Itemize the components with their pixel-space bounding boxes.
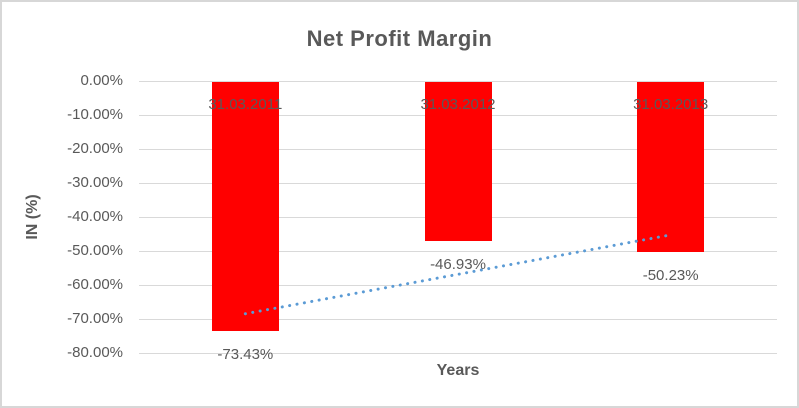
y-tick-label: -60.00% <box>67 276 123 293</box>
y-tick-label: -30.00% <box>67 174 123 191</box>
chart-title: Net Profit Margin <box>306 26 493 51</box>
bar <box>424 82 492 241</box>
bar <box>211 82 279 331</box>
y-tick-label: 0.00% <box>80 72 123 89</box>
data-label: -46.93% <box>430 255 486 273</box>
gridline <box>139 319 777 320</box>
category-label: 31.03.2013 <box>633 96 709 113</box>
gridline <box>139 353 777 354</box>
y-tick-label: -70.00% <box>67 310 123 327</box>
category-label: 31.03.2012 <box>420 96 496 113</box>
data-label: -73.43% <box>217 345 274 363</box>
y-tick-label: -10.00% <box>67 106 123 123</box>
x-axis-title: Years <box>436 362 480 379</box>
y-tick-label: -50.00% <box>67 242 123 259</box>
bar <box>637 82 705 252</box>
category-label: 31.03.2011 <box>208 96 283 113</box>
data-label: -50.23% <box>642 266 699 284</box>
y-tick-label: -80.00% <box>67 344 123 361</box>
gridline <box>139 81 777 82</box>
y-tick-label: -40.00% <box>67 208 123 225</box>
y-tick-label: -20.00% <box>67 140 123 157</box>
